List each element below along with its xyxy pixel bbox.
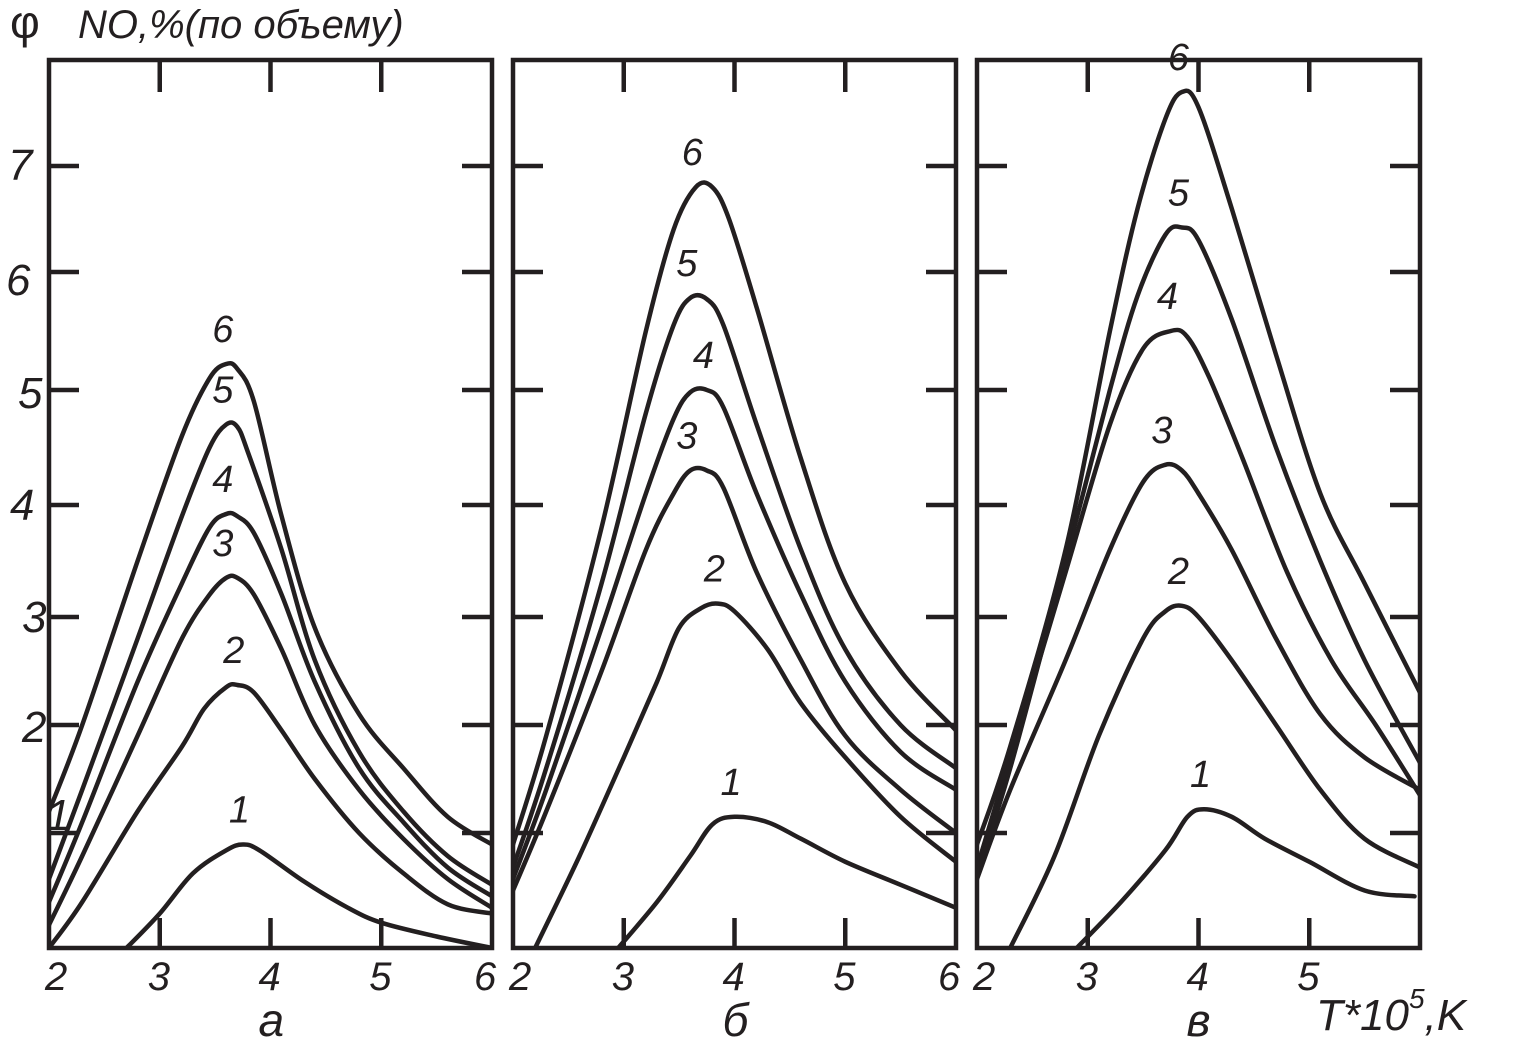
x-tick-label-4: 4 <box>723 955 745 999</box>
series-label-1: 1 <box>1190 754 1211 796</box>
x-tick-label-2: 2 <box>44 955 67 999</box>
x-tick-label-2: 2 <box>972 955 995 999</box>
x-tick-label-3: 3 <box>1076 955 1098 999</box>
x-tick-label-2: 2 <box>508 955 531 999</box>
series-line-6 <box>977 88 1420 847</box>
series-line-5 <box>977 224 1420 876</box>
series-line-2 <box>1007 603 1420 948</box>
series-label-2: 2 <box>703 549 725 591</box>
x-tick-label-5: 5 <box>369 955 392 999</box>
phi-symbol: φ <box>10 0 40 48</box>
series-label-3: 3 <box>212 523 233 565</box>
series-label-6: 6 <box>212 309 234 351</box>
panel-label: а <box>259 994 285 1040</box>
series-label-3: 3 <box>676 416 697 458</box>
x-tick-label-3: 3 <box>612 955 634 999</box>
y-tick-label-7: 7 <box>8 141 34 190</box>
x-tick-label-4: 4 <box>1187 955 1209 999</box>
x-axis-label-base: T*10 <box>1316 991 1409 1040</box>
y-tick-label-3: 3 <box>22 593 47 642</box>
series-label-6: 6 <box>682 132 704 174</box>
series-line-3 <box>977 461 1420 882</box>
series-line-6 <box>49 360 492 847</box>
series-line-6 <box>513 180 956 847</box>
series-label-1: 1 <box>229 790 250 832</box>
series-label-6: 6 <box>1168 37 1190 79</box>
series-label-5: 5 <box>676 243 698 285</box>
x-axis-label-exponent: 5 <box>1409 983 1425 1014</box>
y-axis-label: NO,%(по объему) <box>78 3 404 47</box>
panel-label: б <box>723 994 751 1040</box>
series-line-1 <box>124 842 492 948</box>
panel-frame-1 <box>46 57 495 951</box>
series-line-1 <box>1074 806 1417 948</box>
series-line-4 <box>513 386 956 882</box>
series-line-2 <box>49 681 492 948</box>
y-tick-label-5: 5 <box>18 369 43 418</box>
series-line-4 <box>49 510 492 905</box>
y-tick-label-2: 2 <box>21 703 46 752</box>
series-label-3: 3 <box>1151 410 1172 452</box>
series-line-3 <box>49 573 492 928</box>
x-axis-label-unit: ,K <box>1425 991 1468 1040</box>
x-tick-label-5: 5 <box>833 955 856 999</box>
series-line-1 <box>615 814 956 948</box>
panel-frame-3 <box>974 57 1423 951</box>
series-label-4: 4 <box>693 335 714 377</box>
series-line-3 <box>513 465 956 893</box>
x-tick-label-3: 3 <box>148 955 170 999</box>
series-line-5 <box>513 292 956 870</box>
x-axis-label: T*105,K <box>1316 983 1468 1040</box>
series-label-5: 5 <box>212 370 234 412</box>
y-tick-label-6: 6 <box>6 256 31 305</box>
series-label-5: 5 <box>1168 172 1190 214</box>
x-tick-label-5: 5 <box>1297 955 1320 999</box>
x-tick-label-6: 6 <box>474 955 497 999</box>
x-tick-label-4: 4 <box>259 955 281 999</box>
y-tick-label-4: 4 <box>10 481 34 530</box>
panel-label: в <box>1187 994 1211 1040</box>
series-label-2: 2 <box>222 630 244 672</box>
series-line-2 <box>532 601 956 948</box>
series-label-1: 1 <box>721 762 742 804</box>
series-line-5 <box>49 420 492 888</box>
series-label-4: 4 <box>212 459 233 501</box>
series-label-2: 2 <box>1167 551 1189 593</box>
series-label-4: 4 <box>1157 276 1178 318</box>
x-tick-label-6: 6 <box>938 955 961 999</box>
